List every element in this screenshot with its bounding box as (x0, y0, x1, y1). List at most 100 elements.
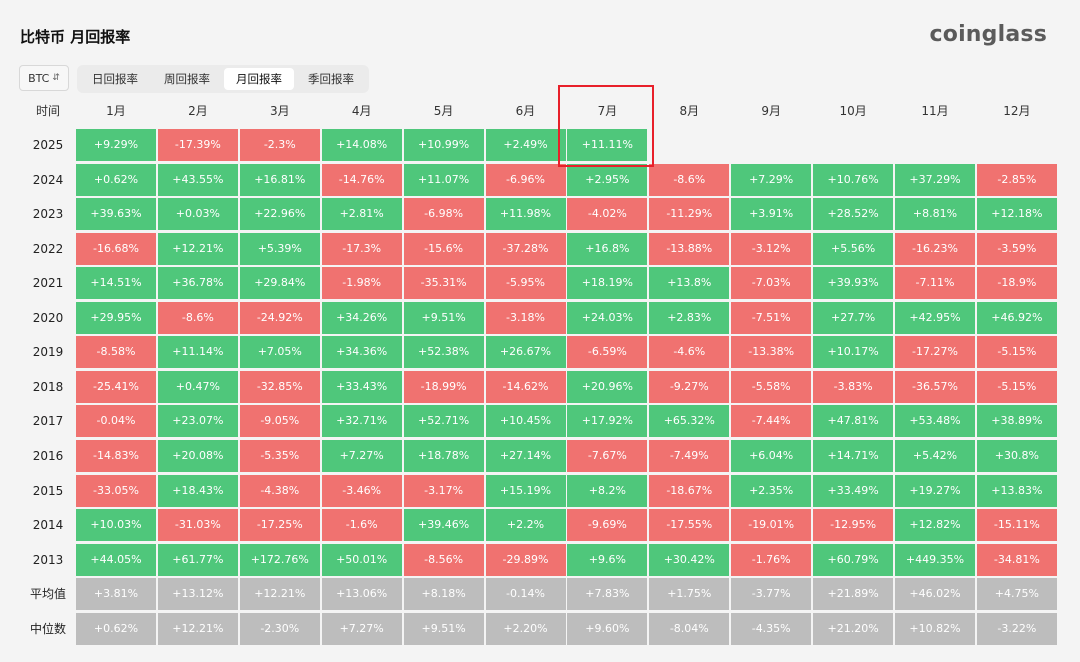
return-cell: -35.31% (403, 267, 484, 300)
month-header: 1月 (106, 104, 126, 118)
return-cell: -9.27% (649, 370, 730, 403)
month-header: 4月 (351, 104, 372, 118)
tab-monthly[interactable]: 月回报率 (224, 68, 294, 90)
return-cell: -7.44% (731, 405, 812, 438)
return-cell: -8.6% (157, 301, 238, 334)
return-cell: +14.71% (813, 439, 894, 472)
return-cell: +65.32% (649, 405, 730, 438)
coinglass-logo: coinglass (929, 22, 1047, 47)
return-cell: +30.8% (976, 439, 1057, 472)
return-cell: -3.18% (485, 301, 566, 334)
return-cell: -3.12% (731, 232, 812, 265)
return-cell: -9.69% (567, 509, 648, 542)
return-cell: +7.27% (321, 439, 402, 472)
coin-select[interactable]: BTC ⇵ (19, 65, 69, 91)
return-cell: +0.47% (157, 370, 238, 403)
return-cell: +10.03% (76, 509, 156, 542)
tab-quarterly[interactable]: 季回报率 (308, 72, 354, 86)
return-cell: -12.95% (813, 509, 894, 542)
year-row-label: 2016 (32, 448, 64, 463)
return-cell: +17.92% (567, 405, 648, 438)
return-cell: -6.96% (485, 163, 566, 196)
return-cell: +2.81% (321, 198, 402, 231)
stat-cell: +46.02% (895, 578, 975, 611)
return-cell: +60.79% (813, 543, 894, 576)
return-cell: -18.99% (403, 370, 484, 403)
return-cell: -13.38% (731, 336, 812, 369)
month-header: 2月 (188, 104, 208, 118)
return-cell: -17.39% (157, 129, 238, 161)
return-cell: -7.67% (567, 439, 648, 472)
year-row-label: 2015 (32, 483, 64, 498)
return-cell: -17.27% (895, 336, 975, 369)
stat-cell: +12.21% (239, 578, 320, 611)
page-title: 比特币 月回报率 (20, 28, 131, 46)
stat-cell: +9.51% (403, 612, 484, 645)
year-row-label: 2014 (32, 518, 64, 533)
return-cell: +16.81% (239, 163, 320, 196)
stat-row-label: 中位数 (29, 621, 66, 636)
return-cell: -5.15% (976, 336, 1057, 369)
tab-weekly[interactable]: 周回报率 (164, 72, 210, 86)
return-cell: +10.17% (813, 336, 894, 369)
return-cell: -33.05% (76, 474, 156, 507)
stat-cell: +1.75% (649, 578, 730, 611)
return-cell: -18.9% (976, 267, 1057, 300)
stat-cell: +13.06% (321, 578, 402, 611)
month-header: 9月 (761, 104, 781, 118)
return-cell: +27.14% (485, 439, 566, 472)
period-tab-bar: 日回报率 周回报率 月回报率 季回报率 (77, 65, 369, 93)
return-cell: -1.98% (321, 267, 402, 300)
return-cell: +12.82% (895, 509, 975, 542)
return-cell: -34.81% (976, 543, 1057, 576)
return-cell: +16.8% (567, 232, 648, 265)
return-cell: +2.2% (485, 509, 566, 542)
return-cell: +10.99% (403, 129, 484, 161)
return-cell: +52.71% (403, 405, 484, 438)
return-cell: +10.76% (813, 163, 894, 196)
return-cell: +3.91% (731, 198, 812, 231)
stat-cell: +3.81% (76, 578, 156, 611)
return-cell: +42.95% (895, 301, 975, 334)
return-cell: +11.07% (403, 163, 484, 196)
return-cell: +53.48% (895, 405, 975, 438)
return-cell: +12.21% (157, 232, 238, 265)
return-cell: -3.17% (403, 474, 484, 507)
return-cell: -17.55% (649, 509, 730, 542)
return-cell: +29.84% (239, 267, 320, 300)
return-cell: +15.19% (485, 474, 566, 507)
return-cell: -2.3% (239, 129, 320, 161)
stat-cell: -3.77% (731, 578, 812, 611)
month-header: 12月 (1003, 104, 1031, 118)
return-cell: -17.3% (321, 232, 402, 265)
stat-cell: +21.89% (813, 578, 894, 611)
return-cell: +39.46% (403, 509, 484, 542)
return-cell: -15.6% (403, 232, 484, 265)
return-cell: -15.11% (976, 509, 1057, 542)
month-header: 3月 (269, 104, 290, 118)
return-cell: -3.46% (321, 474, 402, 507)
stat-cell: +12.21% (157, 612, 238, 645)
return-cell: +30.42% (649, 543, 730, 576)
return-cell: +7.05% (239, 336, 320, 369)
year-row-label: 2018 (32, 379, 64, 394)
return-cell: +7.29% (731, 163, 812, 196)
year-row-label: 2022 (32, 241, 64, 256)
return-cell: +11.11% (567, 129, 648, 161)
year-row-label: 2020 (32, 310, 64, 325)
return-cell: +44.05% (76, 543, 156, 576)
return-cell: +6.04% (731, 439, 812, 472)
year-row-label: 2013 (32, 552, 64, 567)
stat-cell: +10.82% (895, 612, 975, 645)
tab-daily[interactable]: 日回报率 (92, 72, 138, 86)
return-cell: +22.96% (239, 198, 320, 231)
chevron-updown-icon: ⇵ (52, 72, 60, 83)
return-cell: +13.8% (649, 267, 730, 300)
year-row-label: 2017 (32, 414, 64, 429)
return-cell: -4.02% (567, 198, 648, 231)
return-cell: +28.52% (813, 198, 894, 231)
return-cell: -36.57% (895, 370, 975, 403)
return-cell: -7.49% (649, 439, 730, 472)
year-row-label: 2021 (32, 276, 64, 291)
return-cell: +20.96% (567, 370, 648, 403)
